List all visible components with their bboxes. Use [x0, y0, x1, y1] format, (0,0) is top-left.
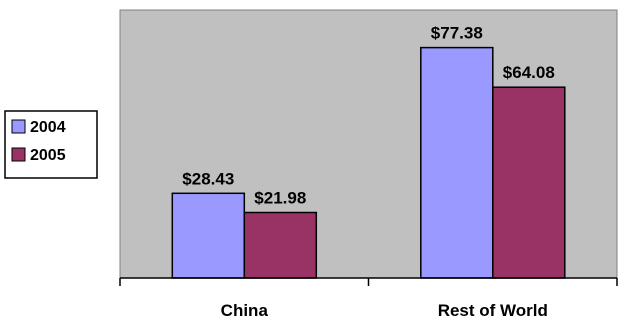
- data-label-2005-china: $21.98: [254, 189, 306, 208]
- data-label-2004-china: $28.43: [182, 169, 234, 188]
- data-label-2004-rest-of-world: $77.38: [431, 24, 483, 43]
- legend-swatch-2005: [11, 147, 26, 162]
- bar-2005-china: [243, 211, 318, 279]
- bar-2005-rest-of-world: [492, 86, 566, 279]
- bar-2004-rest-of-world: [420, 46, 494, 279]
- x-tick-label-china: China: [221, 301, 269, 320]
- bars-layer: [171, 46, 566, 279]
- x-tick-label-rest-of-world: Rest of World: [438, 301, 548, 320]
- x-axis: China Rest of World: [119, 277, 618, 320]
- bar-2004-china: [171, 192, 246, 279]
- legend: 2004 2005: [4, 110, 98, 179]
- data-labels-layer: $28.43 $21.98 $77.38 $64.08: [182, 24, 554, 208]
- data-label-2005-rest-of-world: $64.08: [503, 63, 555, 82]
- legend-label-2005: 2005: [30, 147, 66, 164]
- legend-swatch-2004: [11, 119, 26, 134]
- legend-label-2004: 2004: [30, 119, 66, 136]
